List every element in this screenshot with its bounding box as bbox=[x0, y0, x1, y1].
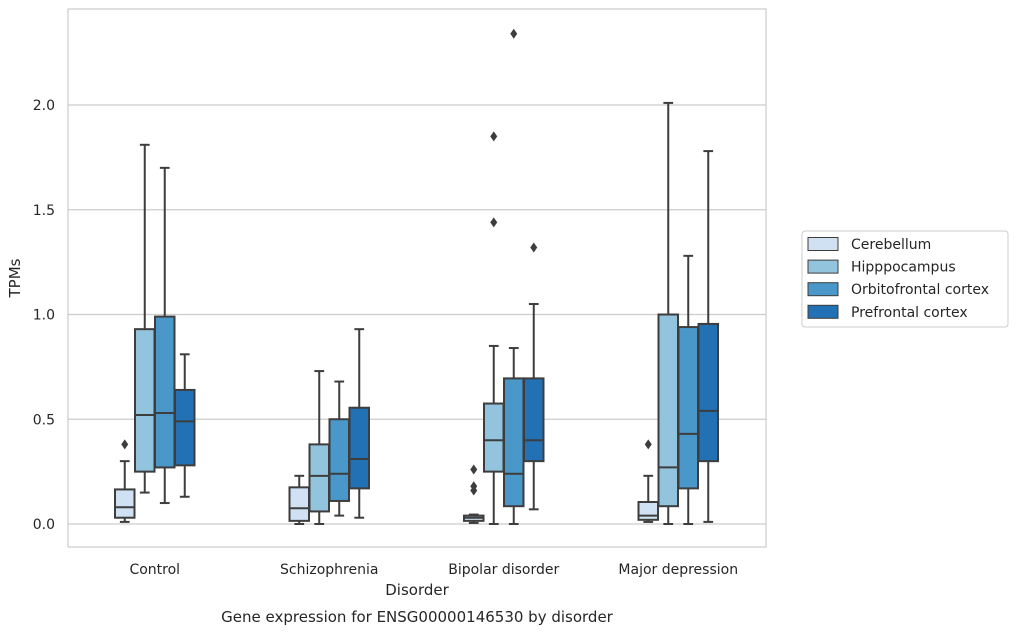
box-prefrontal-cortex bbox=[523, 242, 545, 511]
box-orbitofrontal-cortex bbox=[328, 380, 350, 517]
box-iqr bbox=[154, 315, 176, 469]
outlier-point bbox=[510, 28, 518, 39]
legend-label: Prefrontal cortex bbox=[851, 305, 968, 321]
outlier-point bbox=[490, 217, 498, 228]
outlier-point bbox=[470, 464, 478, 475]
legend-swatch bbox=[807, 282, 839, 297]
legend-label: Hipppocampus bbox=[851, 260, 956, 276]
legend-frame bbox=[801, 230, 1009, 328]
box-cerebellum bbox=[463, 464, 485, 524]
box-prefrontal-cortex bbox=[348, 328, 370, 519]
box-iqr bbox=[308, 443, 330, 513]
x-tick-label: Control bbox=[129, 562, 180, 578]
box-prefrontal-cortex bbox=[174, 353, 196, 498]
x-tick-label: Schizophrenia bbox=[280, 562, 378, 578]
outlier-point bbox=[470, 485, 478, 496]
y-tick-label: 1.0 bbox=[33, 308, 55, 324]
y-tick-label: 2.0 bbox=[33, 98, 55, 114]
y-tick-label: 1.5 bbox=[33, 203, 55, 219]
outlier-point bbox=[530, 242, 538, 253]
chart-caption: Gene expression for ENSG00000146530 by d… bbox=[221, 608, 614, 626]
outlier-point bbox=[490, 131, 498, 142]
box-hipppocampus bbox=[483, 131, 505, 525]
box-iqr bbox=[483, 402, 505, 473]
box-iqr bbox=[657, 313, 679, 508]
plot-frame bbox=[67, 8, 767, 548]
legend-entries: Cerebellum Hipppocampus Orbitofrontal cort… bbox=[807, 237, 989, 321]
box-iqr bbox=[523, 377, 545, 463]
box-iqr bbox=[174, 388, 196, 467]
x-axis-title: Disorder bbox=[385, 581, 449, 599]
box-iqr bbox=[677, 326, 699, 490]
y-tick-labels: 0.0 0.5 1.0 1.5 2.0 bbox=[33, 98, 55, 533]
y-axis-title: TPMs bbox=[6, 258, 24, 298]
box-iqr bbox=[134, 328, 156, 473]
y-tick-label: 0.5 bbox=[33, 412, 55, 428]
box-cerebellum bbox=[637, 439, 659, 523]
box-iqr bbox=[114, 488, 136, 519]
box-orbitofrontal-cortex bbox=[677, 254, 699, 525]
box-iqr bbox=[328, 418, 350, 502]
legend: Cerebellum Hipppocampus Orbitofrontal cort… bbox=[801, 230, 1009, 328]
legend-swatch bbox=[807, 304, 839, 319]
legend-label: Cerebellum bbox=[851, 237, 931, 253]
box-iqr bbox=[348, 406, 370, 490]
box-iqr bbox=[288, 486, 310, 522]
legend-swatch bbox=[807, 259, 839, 274]
y-tick-label: 0.0 bbox=[33, 517, 55, 533]
boxes-layer bbox=[114, 28, 719, 525]
box-hipppocampus bbox=[657, 101, 679, 525]
x-tick-label: Major depression bbox=[618, 562, 738, 578]
legend-label: Orbitofrontal cortex bbox=[851, 282, 989, 298]
box-iqr bbox=[637, 501, 659, 521]
box-cerebellum bbox=[288, 474, 310, 525]
outlier-point bbox=[121, 439, 129, 450]
box-orbitofrontal-cortex bbox=[154, 166, 176, 505]
x-tick-label: Bipolar disorder bbox=[448, 562, 559, 578]
box-iqr bbox=[503, 377, 525, 508]
box-prefrontal-cortex bbox=[697, 150, 719, 523]
legend-swatch bbox=[807, 237, 839, 251]
box-iqr bbox=[697, 322, 719, 463]
box-hipppocampus bbox=[134, 143, 156, 494]
outlier-point bbox=[644, 439, 652, 450]
x-tick-labels: Control Schizophrenia Bipolar disorder Majo… bbox=[129, 562, 738, 578]
box-cerebellum bbox=[114, 439, 136, 523]
